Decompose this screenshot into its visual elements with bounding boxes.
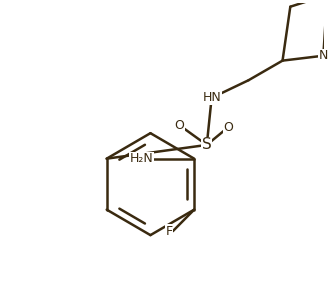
Text: O: O [223,121,233,134]
Text: F: F [166,225,173,238]
Text: HN: HN [202,91,221,104]
Text: O: O [175,119,184,132]
Text: H₂N: H₂N [130,152,153,165]
Text: N: N [319,49,328,62]
Text: S: S [202,138,212,153]
